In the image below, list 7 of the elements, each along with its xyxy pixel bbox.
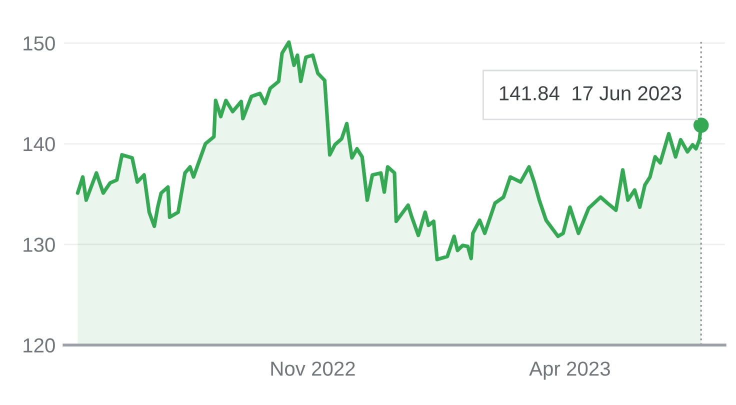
y-tick-label: 140 [24, 137, 55, 152]
y-tick-label: 150 [24, 36, 55, 51]
annotation: 141.84 17 Jun 2023 [500, 86, 682, 100]
x-tick-label: Apr 2023 [529, 362, 610, 380]
x-tick-label: Nov 2022 [271, 362, 355, 376]
y-tick-label: 120 [24, 338, 55, 353]
y-tick-label: 130 [24, 238, 55, 252]
